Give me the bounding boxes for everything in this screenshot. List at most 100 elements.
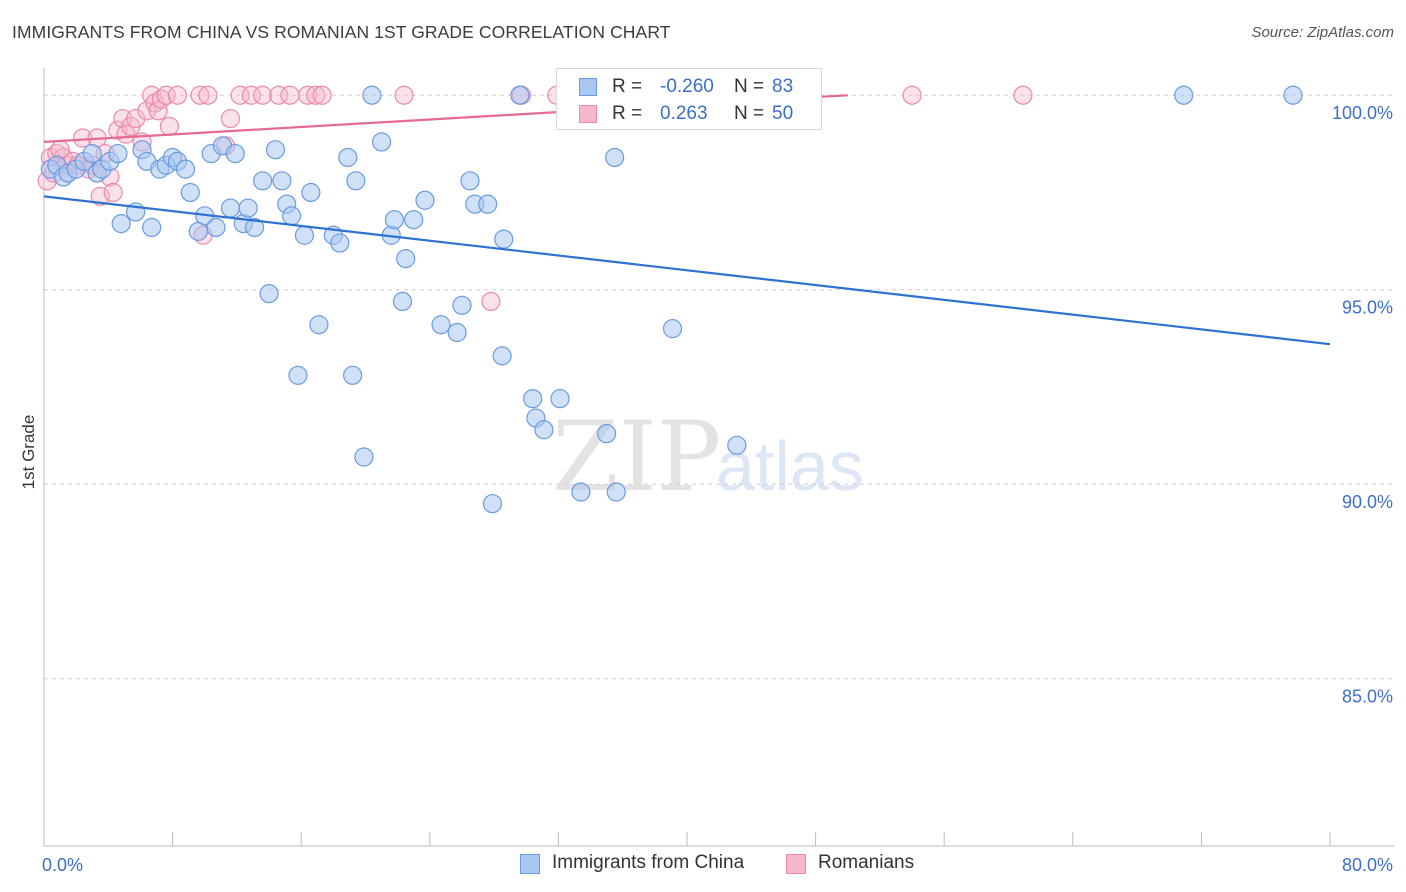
n-value: 83 (772, 76, 794, 97)
data-point-china (371, 132, 392, 152)
data-point-china (662, 319, 683, 339)
data-point-romanians (148, 101, 168, 121)
data-point-romanians (241, 85, 261, 105)
data-point-romanians (159, 116, 179, 136)
data-point-china (354, 447, 374, 467)
data-point-china (362, 85, 382, 105)
data-point-romanians (269, 85, 289, 105)
axes (43, 68, 1394, 847)
data-point-romanians (190, 85, 210, 105)
data-point-romanians (253, 85, 273, 105)
grid-lines (44, 94, 1394, 680)
data-point-china (605, 147, 625, 168)
legend-label-china: Immigrants from China (552, 852, 745, 873)
data-point-romanians (198, 85, 218, 105)
data-point-china (281, 206, 302, 226)
data-point-china (404, 210, 424, 230)
r-value: -0.260 (660, 76, 714, 97)
legend-swatch-china (520, 854, 540, 874)
data-point-romanians (298, 85, 318, 105)
y-tick-label: 95.0% (1342, 298, 1393, 318)
data-point-china (301, 182, 321, 203)
data-point-china (1174, 85, 1194, 105)
data-point-romanians (90, 186, 110, 206)
data-point-china (534, 420, 554, 440)
correlation-legend: R = -0.260 N = 83 R = 0.263 N = 50 (556, 68, 822, 130)
data-point-china (384, 210, 405, 230)
data-point-romanians (312, 85, 332, 105)
n-label: N = (734, 76, 765, 97)
chart-title: IMMIGRANTS FROM CHINA VS ROMANIAN 1ST GR… (12, 22, 671, 42)
data-point-china (346, 171, 366, 191)
legend-row-romanians: R = 0.263 N = 50 (557, 101, 821, 127)
data-point-china (108, 143, 128, 164)
data-point-china (111, 214, 131, 234)
data-point-romanians (220, 108, 241, 129)
data-point-china (431, 315, 451, 335)
legend-swatch-romanians (786, 854, 806, 874)
data-point-romanians (306, 85, 326, 105)
data-point-china (220, 198, 241, 218)
data-point-china (330, 233, 350, 253)
data-point-romanians (902, 85, 922, 105)
data-point-romanians (481, 291, 501, 311)
series-china-points (40, 85, 1303, 514)
data-point-china (338, 147, 358, 168)
data-point-china (494, 229, 514, 249)
data-point-china (597, 424, 617, 444)
data-point-china (415, 190, 435, 210)
legend-label-romanians: Romanians (818, 852, 915, 873)
data-point-china (82, 143, 102, 164)
data-point-china (492, 346, 512, 366)
data-point-china (478, 194, 498, 214)
data-point-china (175, 159, 196, 179)
data-point-romanians (280, 85, 300, 105)
legend-row-china: R = -0.260 N = 83 (557, 74, 821, 100)
data-point-china (253, 171, 273, 191)
y-tick-label: 85.0% (1342, 687, 1393, 707)
data-point-china (238, 198, 258, 218)
y-axis-label: 1st Grade (19, 415, 38, 490)
data-point-romanians (394, 85, 414, 105)
y-tick-label: 100.0% (1332, 103, 1393, 123)
data-point-china (452, 295, 472, 315)
data-point-china (482, 494, 503, 514)
data-point-china (272, 171, 292, 191)
data-point-china (225, 143, 245, 164)
tick-labels: 100.0% 95.0% 90.0% 85.0% 0.0% 80.0% (42, 103, 1393, 875)
data-point-china (571, 482, 591, 502)
legend-swatch-romanians (579, 105, 597, 123)
data-point-china (460, 171, 480, 191)
data-point-china (142, 217, 162, 238)
trendline-china (43, 195, 1331, 346)
x-tick-label: 0.0% (42, 855, 83, 875)
r-label: R = (612, 103, 643, 124)
data-point-china (244, 217, 265, 238)
data-point-china (510, 85, 530, 105)
legend-swatch-china (579, 78, 597, 96)
data-point-china (309, 315, 329, 335)
data-point-china (550, 389, 570, 409)
data-point-romanians (103, 182, 123, 203)
r-label: R = (612, 76, 643, 97)
data-point-china (447, 322, 467, 343)
data-point-romanians (126, 108, 146, 129)
data-point-china (523, 389, 543, 409)
data-point-china (259, 284, 279, 304)
data-point-china (396, 249, 416, 269)
data-point-china (727, 435, 747, 455)
data-point-romanians (72, 128, 93, 148)
data-point-china (606, 482, 626, 502)
n-value: 50 (772, 103, 794, 124)
data-point-china (206, 217, 226, 238)
data-point-romanians (156, 85, 176, 105)
data-point-china (288, 365, 308, 385)
data-point-china (392, 291, 413, 311)
data-point-china (294, 225, 315, 245)
data-point-china (1283, 85, 1303, 105)
data-point-china (265, 140, 286, 160)
x-tick-label: 80.0% (1342, 855, 1393, 875)
data-point-romanians (230, 85, 250, 105)
n-label: N = (734, 103, 765, 124)
